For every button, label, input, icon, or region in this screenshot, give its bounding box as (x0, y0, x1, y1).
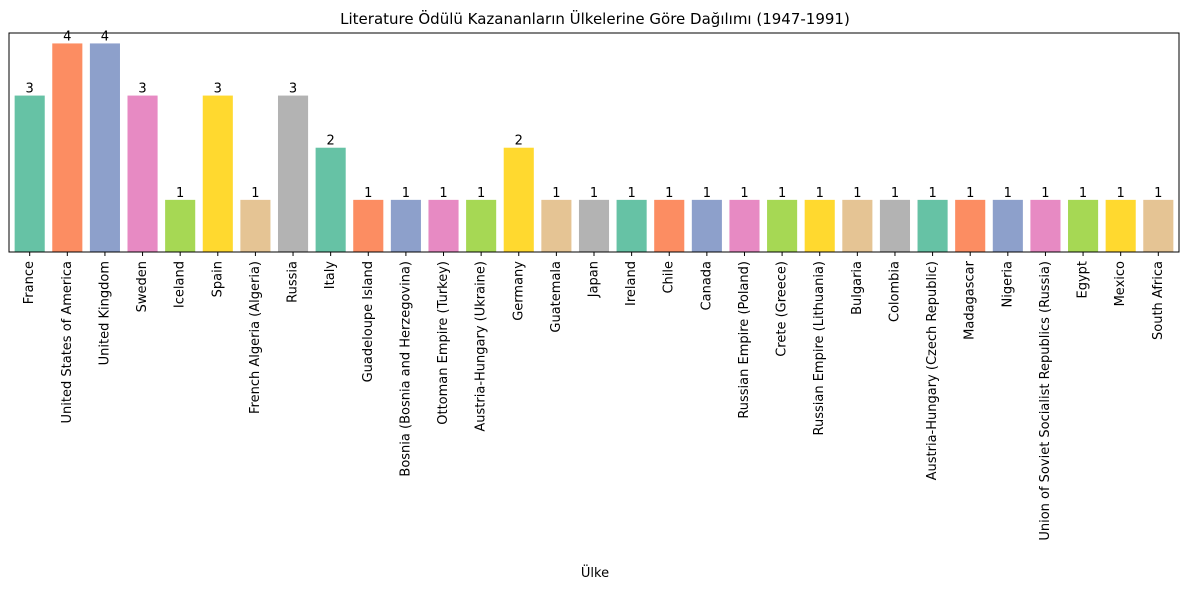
bar-guadeloupe-island (353, 199, 384, 252)
bar-germany (503, 147, 534, 252)
bar-value-label: 2 (515, 134, 523, 149)
bar-guatemala (541, 199, 572, 252)
bar-value-label: 1 (928, 186, 936, 201)
chart-title: Literature Ödülü Kazananların Ülkelerine… (340, 9, 850, 28)
bar-value-label: 1 (1004, 186, 1012, 201)
bar-french-algeria-algeria (240, 199, 271, 252)
bar-colombia (879, 199, 911, 252)
bar-value-label: 1 (251, 186, 259, 201)
x-axis-label: Ülke (581, 564, 609, 581)
bar-value-label: 1 (627, 186, 635, 201)
bar-value-label: 1 (439, 186, 447, 201)
bar-value-label: 1 (778, 186, 786, 201)
x-tick-label: Austria-Hungary (Ukraine) (474, 261, 489, 432)
bar-value-label: 1 (891, 186, 899, 201)
bar-value-label: 4 (101, 29, 109, 44)
bar-value-labels: 3 4 4 3 1 3 1 3 2 1 1 1 1 2 1 1 1 1 1 1 1 1 1 1 1 1 1 1 1 1 1 (26, 29, 1163, 200)
x-tick-label: Ireland (624, 261, 639, 306)
bar-value-label: 3 (26, 82, 34, 97)
x-tick-label: South Africa (1151, 261, 1166, 340)
x-tick-label: Japan (587, 261, 602, 298)
bar-mexico (1105, 199, 1136, 252)
bar-value-label: 1 (552, 186, 560, 201)
x-tick-label: French Algeria (Algeria) (248, 261, 263, 414)
bar-austria-hungary-czech-republic (917, 199, 948, 252)
x-tick-label: Madagascar (963, 260, 978, 340)
bar-austria-hungary-ukraine (466, 199, 497, 252)
bar-bulgaria (842, 199, 873, 252)
x-tick-label: Egypt (1076, 261, 1091, 299)
bar-value-label: 1 (364, 186, 372, 201)
bar-madagascar (955, 199, 986, 252)
bar-ottoman-empire-turkey (428, 199, 459, 252)
bar-russian-empire-poland (729, 199, 760, 252)
x-tick-label: Nigeria (1000, 261, 1015, 308)
x-tick-label: France (22, 261, 37, 304)
bar-value-label: 1 (590, 186, 598, 201)
bar-value-label: 1 (402, 186, 410, 201)
bar-france (14, 95, 45, 252)
x-tick-label: Iceland (173, 261, 188, 308)
x-tick-label: Austria-Hungary (Czech Republic) (925, 261, 940, 480)
x-tick-label: United States of America (60, 261, 75, 423)
x-axis-ticks: France United States of America United Kin… (22, 252, 1166, 541)
x-tick-label: United Kingdom (97, 261, 112, 365)
bar-value-label: 1 (1117, 186, 1125, 201)
x-tick-label: Colombia (887, 261, 902, 322)
x-tick-label: Guatemala (549, 261, 564, 333)
bar-united-states-of-america (52, 43, 83, 252)
x-tick-label: Guadeloupe Island (361, 261, 376, 382)
bar-chile (654, 199, 685, 252)
bar-value-label: 4 (63, 29, 71, 44)
bar-nigeria (992, 199, 1023, 252)
bar-value-label: 1 (703, 186, 711, 201)
bar-value-label: 1 (1154, 186, 1162, 201)
bar-italy (315, 147, 346, 252)
x-tick-label: Bulgaria (850, 261, 865, 315)
bar-value-label: 1 (1041, 186, 1049, 201)
x-tick-label: Mexico (1113, 261, 1128, 306)
bar-south-africa (1143, 199, 1174, 252)
bar-union-of-soviet-socialist-republics-russia (1030, 199, 1061, 252)
bars-group (14, 43, 1174, 252)
bar-sweden (127, 95, 158, 252)
bar-canada (691, 199, 722, 252)
x-tick-label: Russian Empire (Poland) (737, 261, 752, 419)
bar-value-label: 1 (1079, 186, 1087, 201)
x-tick-label: Canada (699, 261, 714, 310)
x-tick-label: Bosnia (Bosnia and Herzegovina) (398, 261, 413, 477)
x-tick-label: Sweden (135, 261, 150, 312)
bar-bosnia-bosnia-and-herzegovina (390, 199, 421, 252)
bar-crete-greece (767, 199, 798, 252)
x-tick-label: Chile (662, 261, 677, 294)
x-tick-label: Italy (323, 261, 338, 290)
bar-ireland (616, 199, 647, 252)
bar-value-label: 1 (966, 186, 974, 201)
x-tick-label: Union of Soviet Socialist Republics (Rus… (1038, 261, 1053, 541)
bar-value-label: 3 (214, 82, 222, 97)
bar-iceland (165, 199, 196, 252)
bar-value-label: 1 (740, 186, 748, 201)
x-tick-label: Russia (286, 261, 301, 303)
bar-japan (578, 199, 610, 252)
bar-value-label: 1 (816, 186, 824, 201)
bar-russia (277, 95, 309, 252)
bar-value-label: 1 (665, 186, 673, 201)
x-tick-label: Spain (210, 261, 225, 297)
x-tick-label: Ottoman Empire (Turkey) (436, 261, 451, 425)
bar-united-kingdom (89, 43, 120, 252)
x-tick-label: Crete (Greece) (775, 261, 790, 357)
bar-value-label: 1 (853, 186, 861, 201)
bar-russian-empire-lithuania (804, 199, 835, 252)
bar-egypt (1068, 199, 1099, 252)
bar-value-label: 3 (138, 82, 146, 97)
x-tick-label: Germany (511, 261, 526, 321)
bar-value-label: 1 (477, 186, 485, 201)
bar-value-label: 3 (289, 82, 297, 97)
bar-value-label: 1 (176, 186, 184, 201)
x-tick-label: Russian Empire (Lithuania) (812, 261, 827, 435)
bar-value-label: 2 (327, 134, 335, 149)
bar-spain (202, 95, 233, 252)
